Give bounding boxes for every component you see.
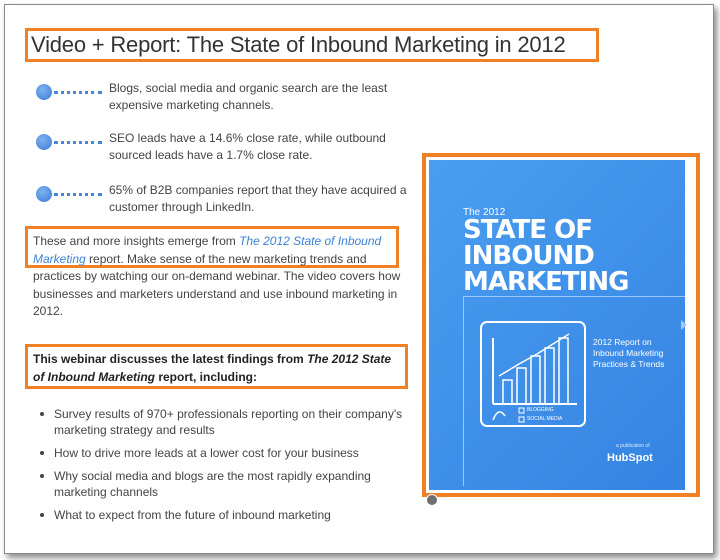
webinar-highlight-box: [25, 344, 408, 389]
insight-highlight-box: [25, 226, 399, 268]
cover-drag-handle[interactable]: [426, 494, 438, 506]
cover-publication: a publication of: [616, 443, 650, 449]
report-link[interactable]: The 2012 State of Inbound Marketing: [33, 234, 382, 266]
cover-subtitle: 2012 Report on Inbound Marketing Practic…: [593, 337, 665, 369]
list-item-text: Why social media and blogs are the most …: [54, 469, 371, 499]
bullet-dot-icon: [36, 186, 52, 202]
page-title: Video + Report: The State of Inbound Mar…: [31, 32, 566, 57]
bullet-dot-icon: [36, 84, 52, 100]
dotted-connector: [54, 91, 102, 94]
stat-text: 65% of B2B companies report that they ha…: [109, 183, 407, 214]
insight-paragraph: These and more insights emerge from The …: [33, 233, 413, 321]
insight-text: report. Make sense of the new marketing …: [33, 251, 401, 319]
legend-social: SOCIAL MEDIA: [527, 416, 563, 422]
bullet-dot-icon: [36, 134, 52, 150]
stat-bullet: Blogs, social media and organic search a…: [36, 80, 416, 120]
stat-text: Blogs, social media and organic search a…: [109, 81, 388, 112]
list-item-text: Survey results of 970+ professionals rep…: [54, 407, 403, 437]
cover-title-line: MARKETING: [463, 267, 629, 297]
list-item-text: How to drive more leads at a lower cost …: [54, 446, 359, 460]
chart-illustration-icon: [480, 321, 586, 427]
next-arrow-icon[interactable]: [681, 320, 687, 330]
stat-bullet: SEO leads have a 14.6% close rate, while…: [36, 130, 416, 170]
cover-divider: [463, 296, 685, 297]
bullet-icon: [40, 474, 44, 478]
report-title: The 2012 State of Inbound Marketing: [33, 352, 392, 384]
report-cover[interactable]: The 2012 STATE OF INBOUND MARKETING BLOG…: [429, 160, 685, 490]
bullet-icon: [40, 412, 44, 416]
webinar-text: This webinar discusses the latest findin…: [33, 352, 308, 366]
list-item-text: What to expect from the future of inboun…: [54, 508, 331, 522]
cover-divider: [463, 296, 464, 486]
insight-text: These and more insights emerge from: [33, 234, 240, 248]
findings-list: Survey results of 970+ professionals rep…: [36, 406, 416, 530]
hubspot-logo: HubSpot: [607, 452, 653, 464]
legend-blogging: BLOGGING: [527, 407, 554, 413]
list-item: Survey results of 970+ professionals rep…: [36, 406, 416, 438]
stat-bullet: 65% of B2B companies report that they ha…: [36, 182, 416, 222]
title-highlight-box: [25, 28, 599, 62]
dotted-connector: [54, 193, 102, 196]
bullet-icon: [40, 513, 44, 517]
list-item: What to expect from the future of inboun…: [36, 507, 416, 523]
dotted-connector: [54, 141, 102, 144]
webinar-text: report, including:: [155, 369, 257, 384]
list-item: How to drive more leads at a lower cost …: [36, 445, 416, 461]
list-item: Why social media and blogs are the most …: [36, 468, 416, 500]
cover-title-line: STATE OF: [463, 215, 593, 245]
cover-year: The 2012: [463, 207, 506, 218]
bullet-icon: [40, 451, 44, 455]
stat-text: SEO leads have a 14.6% close rate, while…: [109, 131, 386, 162]
webinar-intro: This webinar discusses the latest findin…: [33, 351, 403, 386]
cover-title-line: INBOUND: [463, 241, 595, 271]
